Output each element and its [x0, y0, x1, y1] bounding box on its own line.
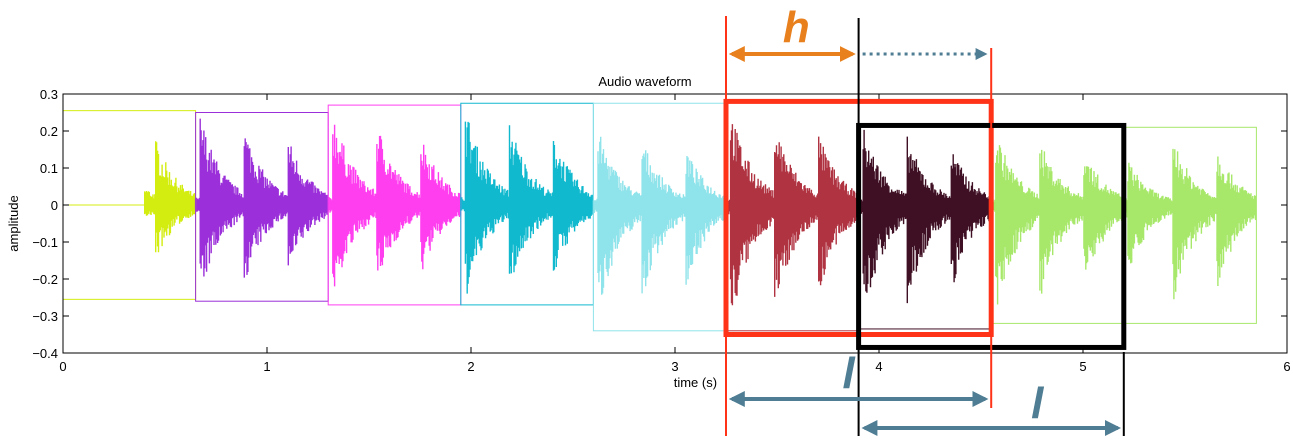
- y-tick-label-1: −0.3: [32, 309, 58, 324]
- chart-title: Audio waveform: [598, 74, 691, 89]
- hop-label: h: [783, 3, 810, 52]
- waveform-segment-2: [327, 124, 462, 287]
- y-tick-label-3: −0.1: [32, 235, 58, 250]
- waveform-segment-5: [725, 124, 859, 306]
- y-tick-label-5: 0.1: [40, 161, 58, 176]
- x-tick-label-2: 2: [467, 359, 474, 374]
- x-axis-title: time (s): [674, 375, 717, 390]
- waveform-segments: [62, 118, 1257, 306]
- y-tick-label-0: −0.4: [32, 346, 58, 361]
- x-tick-label-6: 6: [1283, 359, 1290, 374]
- waveform-segment-6: [857, 129, 992, 304]
- y-axis-title: amplitude: [6, 195, 21, 251]
- waveform-segment-1: [194, 118, 329, 278]
- y-tick-label-2: −0.2: [32, 272, 58, 287]
- waveform-segment-4: [592, 136, 727, 295]
- x-tick-label-0: 0: [59, 359, 66, 374]
- waveform-segment-0: [62, 141, 196, 253]
- waveform-segment-3: [460, 121, 594, 294]
- x-tick-label-3: 3: [671, 359, 678, 374]
- length-label-1: l: [842, 349, 855, 398]
- y-tick-label-4: 0: [51, 198, 58, 213]
- x-tick-label-1: 1: [263, 359, 270, 374]
- axis-ticks: 0 1 2 3 4 5 6 −0.4 −0.3 −0.2 −0.1 0 0.1 0.2 0.3: [32, 87, 1290, 374]
- length-label-2: l: [1031, 379, 1044, 428]
- x-tick-label-5: 5: [1079, 359, 1086, 374]
- y-tick-label-6: 0.2: [40, 124, 58, 139]
- window-annotations: [725, 16, 1125, 436]
- x-tick-label-4: 4: [875, 359, 882, 374]
- y-tick-label-7: 0.3: [40, 87, 58, 102]
